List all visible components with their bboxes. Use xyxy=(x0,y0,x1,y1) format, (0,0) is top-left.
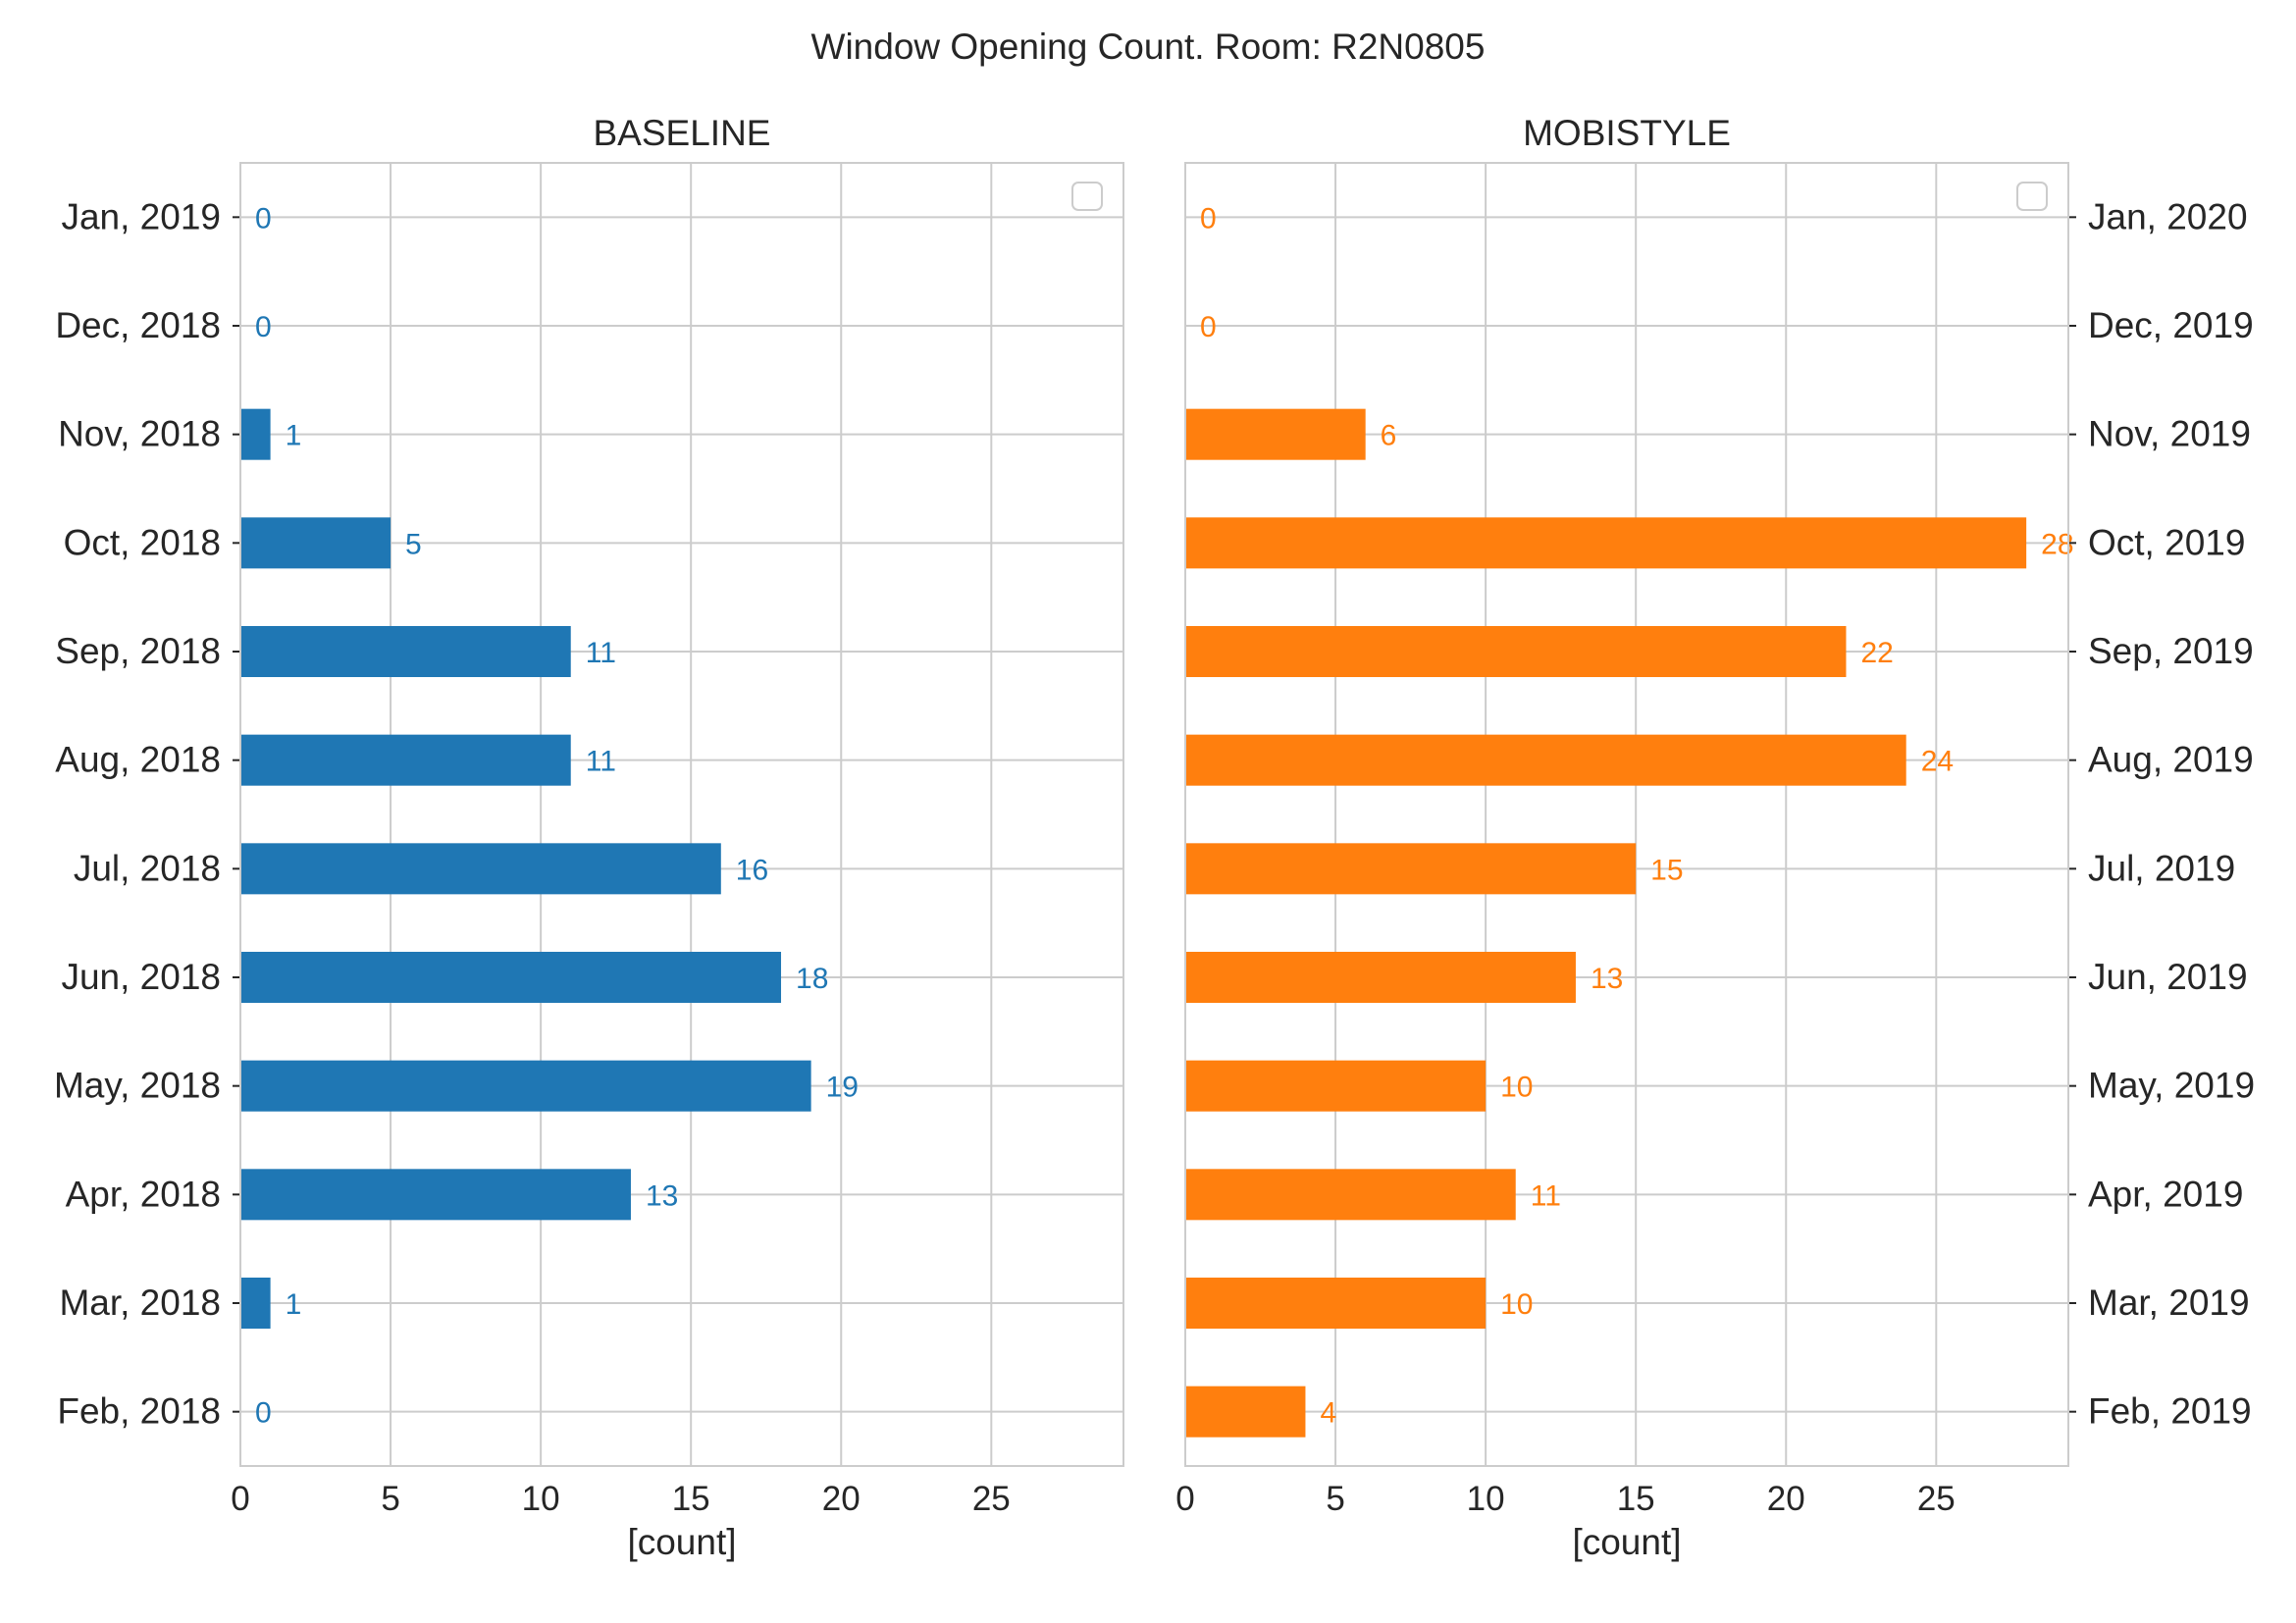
bar-value-label: 10 xyxy=(1500,1072,1533,1104)
bar xyxy=(240,734,571,786)
x-tick-label: 15 xyxy=(1617,1480,1655,1518)
bar-value-label: 1 xyxy=(286,1288,302,1321)
y-tick-label: Jul, 2019 xyxy=(2088,848,2235,888)
bar xyxy=(240,625,571,678)
bar-value-label: 24 xyxy=(1921,746,1954,778)
bar-value-label: 0 xyxy=(255,311,272,343)
bar-value-label: 13 xyxy=(646,1179,678,1212)
y-tick-label: Oct, 2019 xyxy=(2088,522,2245,562)
y-tick-label: Jul, 2018 xyxy=(74,848,221,888)
y-tick-label: Jun, 2018 xyxy=(61,957,221,997)
plot-frame xyxy=(1184,162,2069,1467)
bar-value-label: 22 xyxy=(1860,637,1893,669)
y-tick-label: Dec, 2019 xyxy=(2088,305,2254,345)
y-tick-label: Aug, 2019 xyxy=(2088,740,2254,780)
figure-title: Window Opening Count. Room: R2N0805 xyxy=(811,26,1486,67)
y-tick-label: Apr, 2019 xyxy=(2088,1174,2243,1214)
x-tick-label: 25 xyxy=(972,1480,1011,1518)
bar xyxy=(240,1277,271,1330)
y-tick-label: Nov, 2018 xyxy=(58,414,221,454)
legend-box xyxy=(2016,182,2048,211)
y-tick-label: May, 2019 xyxy=(2088,1066,2255,1106)
y-tick-label: Nov, 2019 xyxy=(2088,414,2251,454)
bar-value-label: 4 xyxy=(1320,1397,1336,1430)
bar xyxy=(1185,1386,1306,1438)
x-tick-label: 0 xyxy=(231,1480,249,1518)
y-tick-label: Mar, 2019 xyxy=(2088,1283,2250,1323)
bar-value-label: 19 xyxy=(826,1072,859,1104)
x-tick-label: 25 xyxy=(1917,1480,1956,1518)
bar-value-label: 6 xyxy=(1381,420,1397,452)
bar xyxy=(1185,517,2027,569)
bar xyxy=(1185,1060,1487,1112)
bar xyxy=(240,517,391,569)
bar-value-label: 0 xyxy=(1200,202,1217,235)
plot-frame xyxy=(239,162,1124,1467)
bar xyxy=(1185,1169,1516,1221)
legend-box xyxy=(1071,182,1103,211)
y-tick-label: May, 2018 xyxy=(54,1066,221,1106)
bar-value-label: 11 xyxy=(586,637,616,669)
bar xyxy=(1185,1277,1487,1330)
bar-value-label: 18 xyxy=(796,963,828,995)
bar xyxy=(1185,625,1847,678)
bar-value-label: 1 xyxy=(286,420,302,452)
bar xyxy=(240,1060,811,1112)
bar xyxy=(240,843,721,895)
x-tick-label: 5 xyxy=(381,1480,399,1518)
bar-value-label: 0 xyxy=(255,1397,272,1430)
bar xyxy=(240,408,271,460)
x-tick-label: 10 xyxy=(522,1480,560,1518)
bar xyxy=(240,951,782,1004)
y-tick-label: Feb, 2019 xyxy=(2088,1391,2252,1432)
x-tick-label: 20 xyxy=(1767,1480,1805,1518)
bar-value-label: 10 xyxy=(1500,1288,1533,1321)
y-tick-label: Dec, 2018 xyxy=(55,305,221,345)
y-tick-label: Aug, 2018 xyxy=(55,740,221,780)
y-tick-label: Sep, 2019 xyxy=(2088,631,2254,671)
x-tick-label: 5 xyxy=(1326,1480,1344,1518)
x-tick-label: 0 xyxy=(1175,1480,1194,1518)
bar-value-label: 13 xyxy=(1591,963,1623,995)
x-axis-label: [count] xyxy=(1572,1522,1681,1562)
x-tick-label: 15 xyxy=(672,1480,710,1518)
panel-title: BASELINE xyxy=(594,113,771,153)
bar xyxy=(1185,408,1366,460)
bar xyxy=(1185,734,1906,786)
x-tick-label: 10 xyxy=(1467,1480,1505,1518)
bar-value-label: 16 xyxy=(736,854,768,886)
y-tick-label: Jan, 2020 xyxy=(2088,196,2248,236)
y-tick-label: Jun, 2019 xyxy=(2088,957,2248,997)
x-tick-label: 20 xyxy=(822,1480,861,1518)
y-tick-label: Oct, 2018 xyxy=(64,522,221,562)
y-tick-label: Mar, 2018 xyxy=(59,1283,221,1323)
bar-value-label: 0 xyxy=(1200,311,1217,343)
x-axis-label: [count] xyxy=(627,1522,736,1562)
bar xyxy=(1185,843,1637,895)
bar-value-label: 15 xyxy=(1650,854,1683,886)
y-tick-label: Sep, 2018 xyxy=(55,631,221,671)
mobistyle-panel: 0 5 10 15 20 25 4 Feb, 2019 10 Mar, 2019 11 Apr, 20… xyxy=(1175,113,2255,1562)
bar-value-label: 11 xyxy=(1531,1179,1561,1212)
bar xyxy=(1185,951,1576,1004)
y-tick-label: Feb, 2018 xyxy=(57,1391,221,1432)
panel-title: MOBISTYLE xyxy=(1523,113,1731,153)
y-tick-label: Jan, 2019 xyxy=(61,196,221,236)
bar-value-label: 11 xyxy=(586,746,616,778)
y-tick-label: Apr, 2018 xyxy=(66,1174,221,1214)
bar xyxy=(240,1169,631,1221)
bar-value-label: 0 xyxy=(255,202,272,235)
bar-value-label: 5 xyxy=(405,528,422,560)
